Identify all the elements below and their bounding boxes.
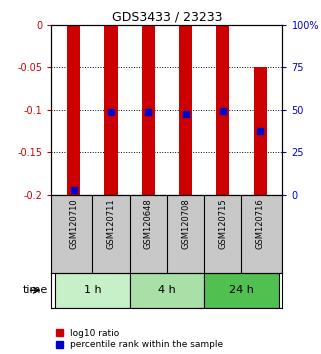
Bar (130, 273, 204, 308)
Bar (204, 273, 279, 308)
Text: 24 h: 24 h (229, 285, 254, 295)
Bar (142, 25, 155, 195)
Bar (67, 25, 80, 195)
Bar (254, 67, 267, 195)
Text: GSM120711: GSM120711 (107, 199, 116, 249)
Point (71, 188, 76, 193)
Point (257, 128, 263, 134)
Point (108, 109, 114, 115)
Bar (216, 25, 230, 195)
Text: 1 h: 1 h (83, 285, 101, 295)
Title: GDS3433 / 23233: GDS3433 / 23233 (112, 11, 222, 24)
Bar (104, 25, 117, 195)
Bar (55, 273, 130, 308)
Text: GSM120648: GSM120648 (144, 199, 153, 249)
Text: GSM120716: GSM120716 (256, 199, 265, 249)
Text: GSM120708: GSM120708 (181, 199, 190, 249)
Text: GSM120715: GSM120715 (218, 199, 227, 249)
Text: time: time (23, 285, 48, 295)
Text: 4 h: 4 h (158, 285, 176, 295)
Point (146, 109, 151, 115)
Point (220, 108, 225, 113)
Bar (179, 25, 192, 195)
Legend: log10 ratio, percentile rank within the sample: log10 ratio, percentile rank within the … (56, 329, 223, 349)
Point (183, 111, 188, 117)
Text: GSM120710: GSM120710 (69, 199, 78, 249)
